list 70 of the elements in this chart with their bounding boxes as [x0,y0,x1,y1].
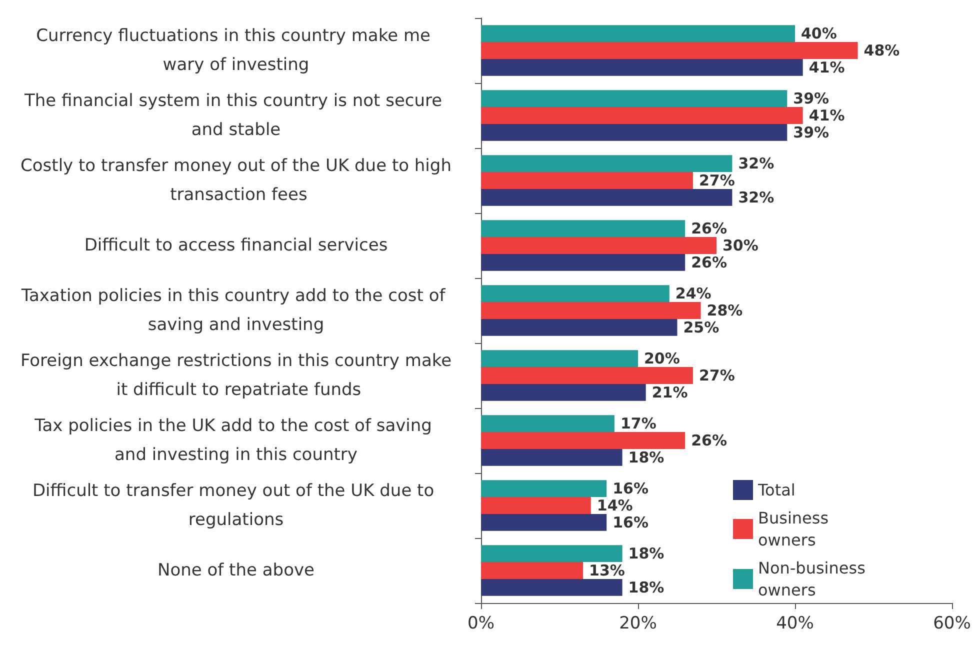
data-label: 18% [628,544,664,563]
bar [481,42,858,59]
data-label: 28% [706,302,743,320]
data-label: 39% [793,123,830,142]
data-label: 16% [612,513,649,532]
data-label: 20% [644,350,680,368]
x-tick-label: 60% [933,614,971,634]
bar [481,432,686,449]
data-label: 40% [801,24,837,43]
bar [481,90,788,108]
bar [481,285,670,302]
bar [481,384,646,401]
legend-label: Non-business owners [758,558,870,600]
bar [481,25,795,42]
bar [481,220,686,238]
y-tick-label: Foreign exchange restrictions in this country make it difficult to repatriate funds [20,351,452,400]
bar [481,124,788,141]
data-label: 39% [793,90,830,108]
y-tick-label: Taxation policies in this country add to the cost of saving and investing [20,286,451,335]
data-label: 27% [698,366,735,384]
legend-label: Total [757,480,796,500]
bar [481,480,607,498]
bar [481,58,803,76]
data-label: 24% [675,284,712,303]
bar [481,318,678,336]
data-label: 48% [864,42,900,60]
bar [481,172,693,189]
bar [481,302,701,319]
y-tick-label: None of the above [158,560,314,580]
x-tick-label: 40% [776,614,814,634]
bar [481,237,716,254]
data-label: 21% [652,383,688,402]
bar [481,254,686,271]
x-tick-label: 20% [619,614,657,634]
data-label: 27% [698,172,735,190]
data-label: 26% [691,432,728,450]
x-tick-label: 0% [468,614,494,634]
y-tick-label: Costly to transfer money out of the UK due to high transaction fees [20,156,452,205]
y-tick-label: The financial system in this country is not secure and stable [23,91,448,140]
data-label: 41% [808,106,845,124]
bar [481,415,614,432]
bar [481,107,803,124]
data-label: 32% [738,154,774,173]
data-label: 26% [691,220,728,238]
data-label: 16% [612,480,649,498]
bar [481,578,622,596]
data-label: 13% [589,562,625,580]
bar [481,448,622,466]
data-label: 18% [628,578,664,596]
data-label: 18% [628,448,664,466]
data-label: 41% [808,58,845,76]
y-tick-label: Currency fluctuations in this country make me wary of investing [36,26,436,75]
y-tick-label: Difficult to access financial services [84,236,388,256]
bar [481,545,622,562]
bar [481,367,693,384]
bar [481,562,584,579]
data-label: 14% [596,496,633,514]
bar [481,350,638,368]
data-label: 17% [620,414,656,433]
bar [481,155,732,172]
bar [481,514,607,531]
data-label: 32% [738,188,774,206]
data-label: 30% [722,236,758,254]
legend-label: Business owners [758,508,834,550]
data-label: 25% [683,318,720,336]
y-tick-label: Difficult to transfer money out of the UK due to regulations [32,481,440,530]
bar [481,188,732,206]
y-tick-label: Tax policies in the UK add to the cost of saving and investing in this country [34,416,438,465]
data-label: 26% [691,253,728,272]
bar [481,497,591,514]
